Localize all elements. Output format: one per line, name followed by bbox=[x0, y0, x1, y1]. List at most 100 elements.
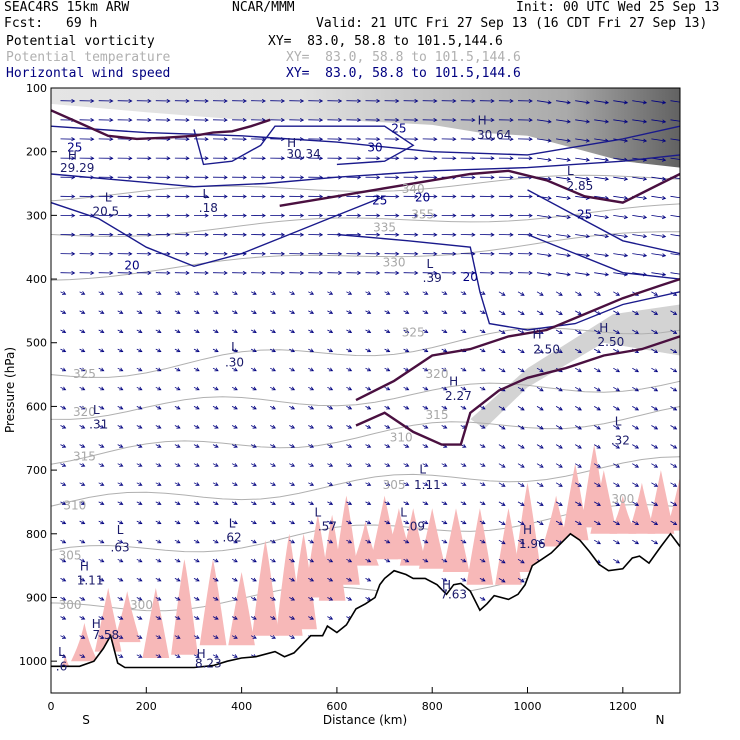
wind-arrow bbox=[136, 597, 142, 601]
wind-arrow-head bbox=[166, 194, 171, 199]
wind-arrow-head bbox=[128, 232, 133, 237]
wind-speed-label: 20 bbox=[415, 190, 430, 204]
wind-arrow bbox=[250, 367, 257, 372]
wind-arrow bbox=[365, 310, 371, 314]
wind-arrow-head bbox=[100, 405, 105, 410]
wind-arrow bbox=[517, 578, 525, 583]
wind-arrow bbox=[460, 406, 466, 410]
wind-arrow bbox=[289, 348, 295, 352]
wind-arrow bbox=[670, 386, 677, 392]
terrain-mask bbox=[51, 533, 680, 693]
wind-arrow bbox=[79, 291, 85, 295]
pv-shading-patch bbox=[199, 559, 227, 646]
wind-arrow bbox=[136, 310, 142, 314]
wind-arrow bbox=[613, 176, 628, 180]
wind-arrow bbox=[79, 367, 85, 372]
wind-speed-label: 20 bbox=[463, 270, 478, 284]
wind-arrow-head bbox=[509, 213, 514, 218]
wind-arrow-head bbox=[290, 539, 296, 544]
wind-arrow bbox=[327, 501, 333, 505]
wind-arrow-head bbox=[328, 482, 334, 486]
wind-arrow-head bbox=[328, 329, 334, 333]
wind-arrow-head bbox=[405, 348, 410, 353]
wind-arrow bbox=[441, 482, 447, 486]
wind-arrow bbox=[308, 348, 314, 352]
wind-arrow-head bbox=[128, 194, 133, 199]
wind-arrow bbox=[460, 482, 466, 486]
wind-arrow-head bbox=[376, 156, 381, 161]
wind-arrow bbox=[384, 329, 390, 333]
wind-arrow-head bbox=[328, 348, 334, 353]
wind-arrow-head bbox=[214, 482, 219, 486]
pv-extrema-label: .39 bbox=[423, 271, 442, 285]
wind-arrow-head bbox=[672, 483, 678, 487]
wind-arrow bbox=[270, 367, 276, 372]
wind-arrow bbox=[651, 501, 658, 506]
wind-arrow-head bbox=[157, 558, 162, 563]
wind-arrow-head bbox=[471, 98, 476, 103]
wind-arrow-head bbox=[271, 558, 276, 563]
wind-arrow bbox=[212, 616, 219, 620]
wind-arrow-head bbox=[366, 444, 372, 448]
wind-arrow bbox=[403, 329, 409, 333]
terrain-line bbox=[51, 532, 680, 669]
wind-arrow-head bbox=[328, 558, 334, 563]
wind-arrow-head bbox=[395, 213, 400, 218]
wind-arrow-head bbox=[100, 348, 105, 353]
wind-arrow-head bbox=[290, 577, 296, 582]
wind-arrow-head bbox=[309, 463, 315, 467]
wind-arrow-head bbox=[214, 329, 219, 333]
wind-arrow bbox=[536, 253, 552, 257]
wind-arrow bbox=[231, 310, 238, 314]
wind-arrow-head bbox=[547, 272, 552, 277]
wind-arrow bbox=[536, 100, 552, 104]
wind-arrow bbox=[365, 406, 371, 410]
pv-shading-patch bbox=[352, 521, 379, 566]
wind-arrow-head bbox=[81, 291, 86, 295]
wind-arrow-head bbox=[147, 232, 152, 237]
wind-arrow bbox=[498, 367, 506, 373]
wind-arrow bbox=[632, 482, 639, 487]
wind-arrow-head bbox=[100, 482, 105, 486]
wind-arrow-head bbox=[185, 270, 190, 275]
wind-arrow-head bbox=[634, 521, 640, 526]
wind-arrow-head bbox=[290, 329, 296, 333]
wind-arrow bbox=[308, 386, 314, 391]
wind-arrow bbox=[479, 558, 486, 563]
wind-arrow bbox=[536, 291, 544, 296]
wind-arrow bbox=[613, 367, 620, 373]
wind-arrow-head bbox=[509, 156, 514, 161]
wind-arrow bbox=[174, 597, 181, 601]
wind-arrow-head bbox=[252, 444, 257, 448]
wind-arrow-head bbox=[376, 137, 381, 142]
wind-arrow bbox=[136, 406, 142, 410]
wind-arrow-head bbox=[319, 98, 324, 103]
wind-arrow bbox=[193, 386, 200, 391]
wind-arrow bbox=[193, 348, 200, 352]
wind-arrow-head bbox=[585, 253, 591, 258]
wind-arrow-head bbox=[233, 615, 238, 620]
wind-arrow bbox=[174, 482, 181, 486]
wind-arrow-head bbox=[309, 367, 315, 372]
pv-shading-patch bbox=[252, 540, 279, 636]
wind-arrow-head bbox=[81, 405, 86, 410]
wind-arrow-head bbox=[528, 118, 533, 123]
wind-arrow-head bbox=[405, 539, 410, 544]
wind-arrow-head bbox=[366, 539, 372, 544]
wind-arrow-head bbox=[490, 213, 495, 218]
wind-arrow-head bbox=[119, 635, 124, 639]
wind-arrow bbox=[555, 386, 563, 392]
y-tick-label: 200 bbox=[26, 146, 47, 159]
wind-arrow-head bbox=[261, 156, 266, 161]
wind-arrow bbox=[136, 463, 142, 467]
wind-arrow-head bbox=[252, 386, 257, 391]
wind-arrow-head bbox=[566, 157, 571, 162]
theta-label: 315 bbox=[73, 450, 96, 464]
wind-arrow-head bbox=[566, 176, 571, 181]
wind-arrow bbox=[517, 482, 525, 487]
wind-arrow-head bbox=[157, 405, 162, 410]
wind-arrow-head bbox=[596, 463, 601, 468]
wind-arrow bbox=[250, 463, 257, 467]
wind-arrow bbox=[670, 329, 677, 334]
wind-arrow-head bbox=[490, 270, 495, 275]
